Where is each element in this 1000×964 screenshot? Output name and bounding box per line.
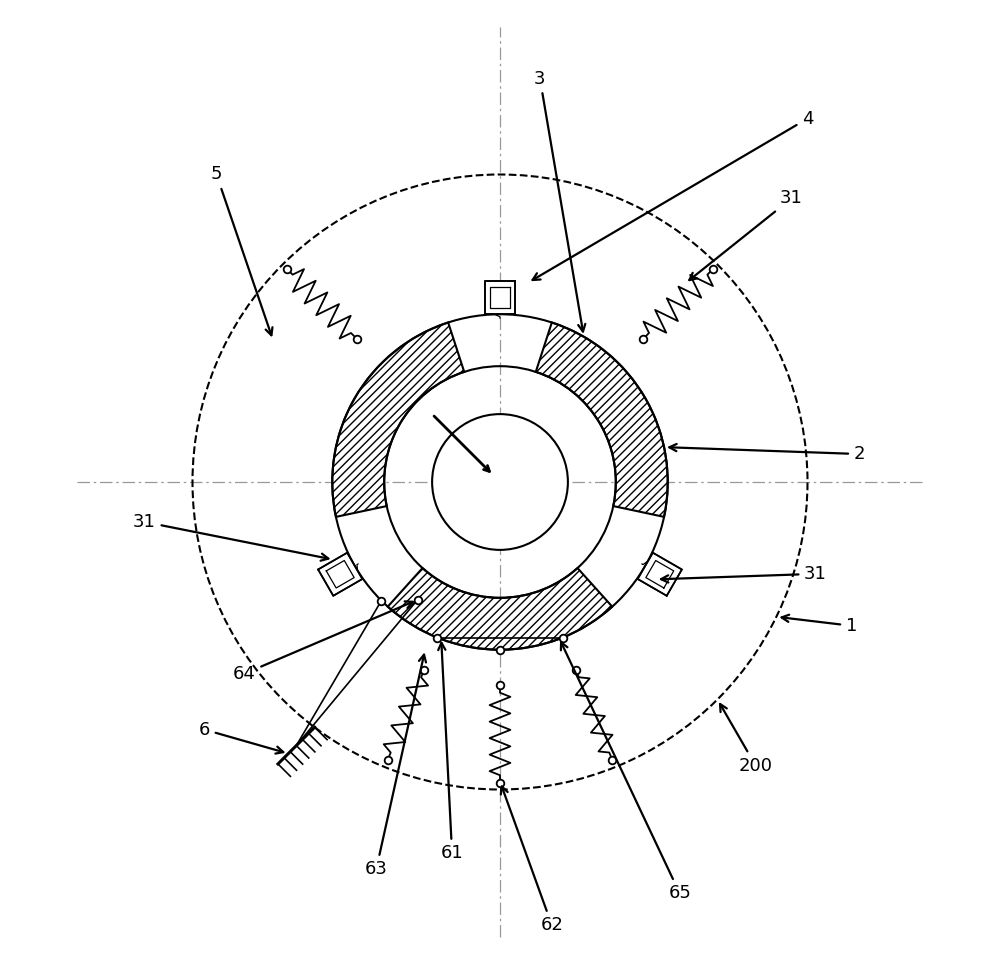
Text: 65: 65: [561, 642, 691, 902]
Text: 31: 31: [133, 513, 328, 561]
Text: 5: 5: [211, 166, 272, 335]
Text: 4: 4: [533, 110, 813, 280]
Text: 62: 62: [501, 787, 563, 934]
Circle shape: [432, 415, 568, 549]
Text: 6: 6: [199, 721, 283, 754]
Text: 31: 31: [661, 565, 827, 583]
Text: 200: 200: [720, 704, 773, 774]
Text: 3: 3: [534, 69, 585, 332]
Polygon shape: [485, 281, 515, 314]
Polygon shape: [638, 552, 682, 596]
Wedge shape: [388, 568, 612, 650]
Text: 1: 1: [782, 615, 857, 634]
Text: 63: 63: [365, 655, 426, 878]
Wedge shape: [332, 323, 464, 517]
Text: 2: 2: [669, 444, 865, 463]
Wedge shape: [536, 323, 668, 517]
Text: 64: 64: [233, 602, 413, 683]
Polygon shape: [318, 552, 362, 596]
Text: 61: 61: [438, 643, 463, 863]
Text: 31: 31: [689, 190, 803, 281]
